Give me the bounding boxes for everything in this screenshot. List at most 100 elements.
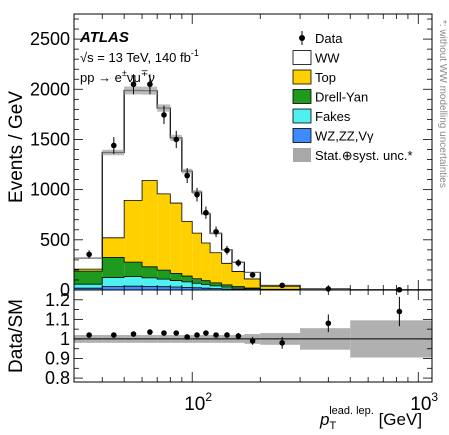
legend-swatch xyxy=(292,128,312,143)
bar xyxy=(232,271,245,287)
bar xyxy=(157,108,171,194)
x-axis-label: pTlead. lep. [GeV] xyxy=(319,405,422,432)
bar xyxy=(142,180,158,267)
stack-group xyxy=(74,90,432,290)
bar xyxy=(170,273,182,281)
data-point xyxy=(194,191,200,198)
y-tick-label: 2500 xyxy=(30,29,70,49)
ratio-point xyxy=(279,340,285,346)
process-mid: νμ xyxy=(127,70,141,85)
bar xyxy=(142,266,158,278)
ratio-y-axis-label: Data/SM xyxy=(6,299,27,373)
legend-label: Drell-Yan xyxy=(315,90,368,105)
ratio-point xyxy=(224,332,230,338)
ratio-points xyxy=(86,296,403,349)
y-tick-label: 2000 xyxy=(30,79,70,99)
series-drell-yan xyxy=(74,257,432,290)
x-tick-exp: 2 xyxy=(205,390,212,404)
bar xyxy=(221,249,233,264)
ratio-point xyxy=(249,338,256,344)
y-axis-label: Events / GeV xyxy=(6,91,27,203)
legend-swatch xyxy=(292,108,312,124)
y-tick-label: 0 xyxy=(60,280,70,300)
data-point xyxy=(147,81,153,88)
y-tick-label: 1500 xyxy=(30,129,70,149)
data-point xyxy=(111,142,117,149)
ratio-point xyxy=(111,332,117,338)
ratio-frame xyxy=(73,289,433,383)
ratio-point xyxy=(396,308,403,315)
side-note: *: without WW modelling uncertainties xyxy=(437,20,448,188)
data-point xyxy=(184,172,190,179)
process-text: pp → e xyxy=(80,70,122,85)
unc-bin xyxy=(300,288,351,290)
ratio-point xyxy=(213,332,219,338)
energy-text: √s = 13 TeV, 140 fb xyxy=(80,50,191,65)
bar xyxy=(157,286,171,290)
bar xyxy=(181,171,193,222)
bar xyxy=(210,285,222,289)
bar xyxy=(142,286,158,290)
bar xyxy=(201,280,211,285)
unc-bin xyxy=(102,149,125,156)
bar xyxy=(102,286,125,290)
bar xyxy=(210,233,222,253)
bar xyxy=(74,269,103,272)
x-axis-label-sub: T xyxy=(329,420,336,432)
bar xyxy=(102,237,125,258)
ratio-y-tick-label: 1.1 xyxy=(45,309,70,329)
bar xyxy=(157,193,171,271)
x-axis-label-sup: lead. lep. xyxy=(329,405,374,417)
bar xyxy=(102,277,125,287)
unc-bin xyxy=(74,257,103,259)
bar xyxy=(181,287,193,290)
ratio-point xyxy=(203,330,209,336)
bar xyxy=(232,286,245,289)
bar xyxy=(102,257,125,278)
bar xyxy=(102,152,125,238)
data-point xyxy=(203,209,209,216)
series-top xyxy=(74,180,432,290)
x-tick-label: 103 xyxy=(410,390,438,415)
bar xyxy=(74,258,103,270)
bar xyxy=(157,279,171,287)
lumi-superscript: -1 xyxy=(191,48,199,58)
ratio-y-tick-label: 1.2 xyxy=(45,290,70,310)
bar xyxy=(201,288,211,290)
bar xyxy=(142,277,158,287)
legend-label: Stat.⊕syst. unc.* xyxy=(315,148,413,163)
process-end: ν xyxy=(148,70,155,85)
bar xyxy=(210,288,222,290)
x-tick-base: 10 xyxy=(410,394,431,415)
bar xyxy=(74,271,103,285)
data-point xyxy=(213,228,219,235)
bar xyxy=(181,276,193,282)
bar xyxy=(74,288,103,290)
ratio-point xyxy=(86,332,92,338)
ratio-point xyxy=(161,330,167,336)
data-point xyxy=(130,81,137,88)
y-tick-label: 1000 xyxy=(30,180,70,200)
legend-marker xyxy=(299,35,305,41)
bar xyxy=(181,281,193,288)
series-ww xyxy=(74,90,432,290)
bar xyxy=(170,280,182,287)
data-point xyxy=(173,136,180,143)
bar xyxy=(74,284,103,289)
energy-label: √s = 13 TeV, 140 fb-1 xyxy=(80,48,199,65)
bar xyxy=(124,276,143,287)
ratio-point xyxy=(147,329,153,335)
x-axis-label-unit: [GeV] xyxy=(374,410,422,429)
data-point xyxy=(279,282,285,289)
bar xyxy=(170,286,182,290)
bar xyxy=(210,282,222,286)
bar xyxy=(170,203,182,274)
legend-label: Data xyxy=(315,31,343,46)
bar xyxy=(124,90,143,201)
bar xyxy=(221,284,233,288)
experiment-label: ATLAS xyxy=(79,29,129,46)
bar xyxy=(124,262,143,277)
ratio-point xyxy=(130,331,137,337)
